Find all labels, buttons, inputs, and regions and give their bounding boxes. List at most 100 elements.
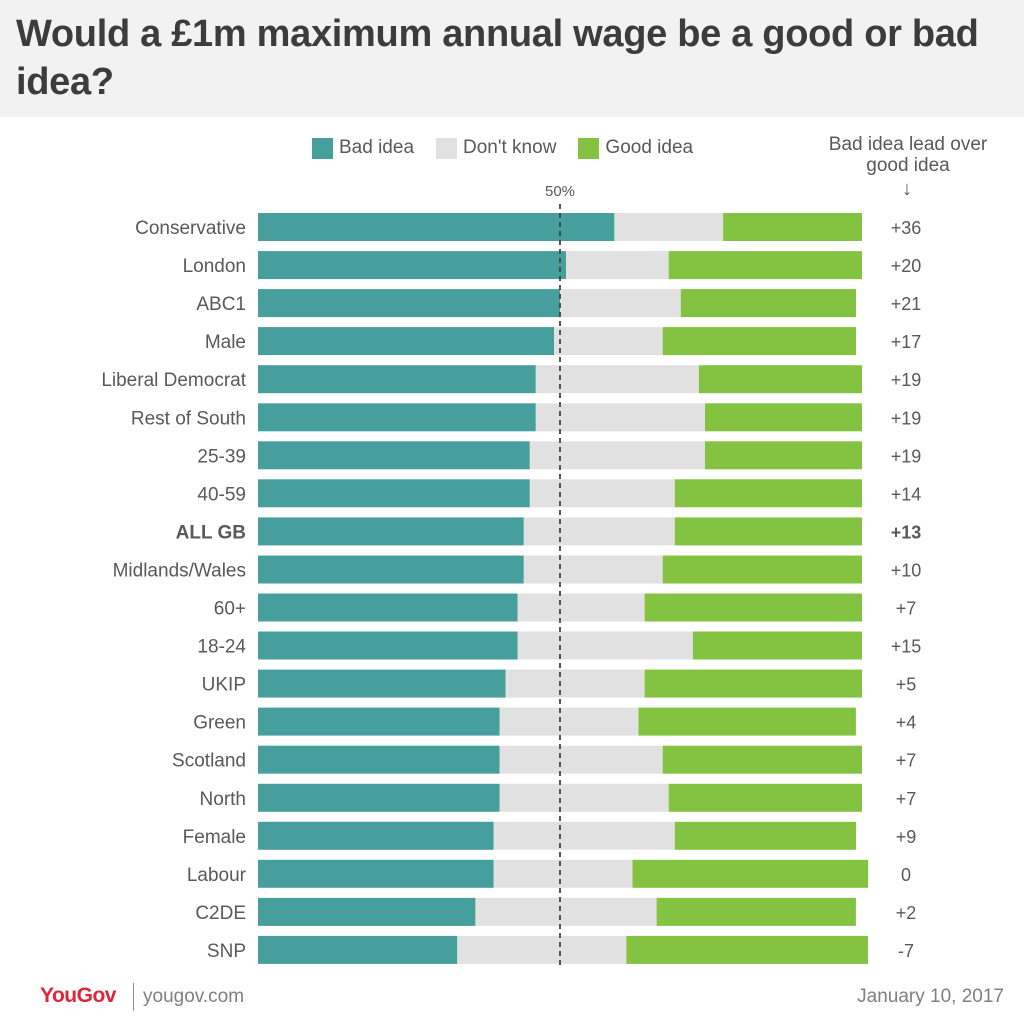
lead-value: +4 [896,713,917,733]
bar-dontknow-male [554,327,663,356]
category-label: 18-24 [197,637,246,658]
bar-bad-liberal-democrat [258,365,536,394]
bar-dontknow-18-24 [517,631,693,660]
bar-good-london [668,251,862,280]
bar-bad-all-gb [258,517,524,546]
bar-good-40-59 [674,479,862,508]
lead-value: +14 [891,484,922,504]
bar-bad-scotland [258,745,500,774]
bar-good-male [662,327,856,356]
bar-bad-60- [258,593,518,622]
bar-bad-18-24 [258,631,518,660]
bar-good-all-gb [674,517,862,546]
category-label: ABC1 [196,294,246,315]
bar-bad-40-59 [258,479,530,508]
bar-dontknow-ukip [505,669,645,698]
chart-title: Would a £1m maximum annual wage be a goo… [16,13,979,103]
bar-good-green [638,707,856,736]
lead-value: +5 [896,675,917,695]
category-label: Conservative [135,218,246,239]
category-label: Liberal Democrat [101,370,246,391]
legend-item-good: Good idea [578,137,693,159]
lead-value: +19 [891,446,922,466]
bar-good-25-39 [705,441,862,470]
lead-value: +20 [891,256,922,276]
category-label: ALL GB [176,522,246,543]
category-label: C2DE [195,903,246,924]
bar-bad-north [258,783,500,812]
legend-swatch-bad [312,137,333,159]
category-label: Green [193,713,246,734]
bar-bad-snp [258,935,458,964]
yougov-logo: YouGov [40,984,116,1007]
bar-dontknow-midlands-wales [523,555,663,584]
bar-bad-ukip [258,669,506,698]
bar-good-conservative [723,213,862,241]
legend-label-good: Good idea [605,137,694,158]
bar-dontknow-40-59 [529,479,675,508]
footer-url: yougov.com [143,986,245,1007]
bar-bad-c2de [258,897,476,926]
legend-item-dontknow: Don't know [436,137,556,159]
bar-good-north [668,783,862,812]
title-band [0,0,1024,117]
bar-bad-abc1 [258,289,560,318]
bar-good-ukip [644,669,862,698]
category-label: North [200,789,246,810]
bar-good-scotland [662,745,862,774]
lead-value: +13 [891,522,922,542]
bar-bad-green [258,707,500,736]
legend-swatch-good [578,137,600,159]
bar-bad-25-39 [258,441,530,470]
bar-dontknow-all-gb [523,517,675,546]
category-label: Labour [187,865,247,886]
bar-dontknow-rest-of-south [535,403,705,432]
bar-dontknow-green [499,707,639,736]
legend-label-bad: Bad idea [339,137,415,158]
lead-value: 0 [901,865,911,885]
bar-bad-labour [258,859,494,888]
bar-dontknow-c2de [475,897,657,926]
bar-dontknow-female [493,821,675,850]
bar-good-midlands-wales [662,555,862,584]
bar-dontknow-labour [493,859,633,888]
bar-dontknow-london [566,251,669,280]
bar-bad-midlands-wales [258,555,524,584]
category-label: Midlands/Wales [113,561,246,582]
legend-label-dontknow: Don't know [463,137,557,158]
lead-value: +9 [896,827,917,847]
footer-divider [133,983,134,1011]
bar-bad-female [258,821,494,850]
lead-value: +17 [891,332,922,352]
legend-item-bad: Bad idea [312,137,414,159]
bar-good-liberal-democrat [698,365,862,394]
lead-value: +7 [896,789,917,809]
bar-good-abc1 [680,289,856,318]
category-label: 25-39 [197,446,246,467]
category-label: Female [183,827,246,848]
category-label: 40-59 [197,484,246,505]
lead-value: +19 [891,408,922,428]
bar-bad-male [258,327,554,356]
bar-dontknow-conservative [614,213,724,241]
bar-dontknow-abc1 [560,289,681,318]
bar-good-labour [632,859,869,888]
lead-value: +15 [891,637,922,657]
category-label: Rest of South [131,408,246,429]
bar-dontknow-60- [517,593,645,622]
legend: Bad idea Don't know Good idea [312,135,715,161]
category-label: 60+ [214,599,246,620]
bar-dontknow-liberal-democrat [535,365,699,394]
bar-good-female [674,821,856,850]
legend-swatch-dontknow [436,137,458,159]
bar-good-rest-of-south [705,403,862,432]
lead-column-header: Bad idea lead over good idea [828,134,988,176]
lead-value: +21 [891,294,922,314]
bar-dontknow-north [499,783,669,812]
lead-value: +7 [896,751,917,771]
down-arrow-icon: ↓ [902,178,912,200]
bar-dontknow-25-39 [529,441,705,470]
category-label: Scotland [172,751,246,772]
category-label: Male [205,332,246,353]
